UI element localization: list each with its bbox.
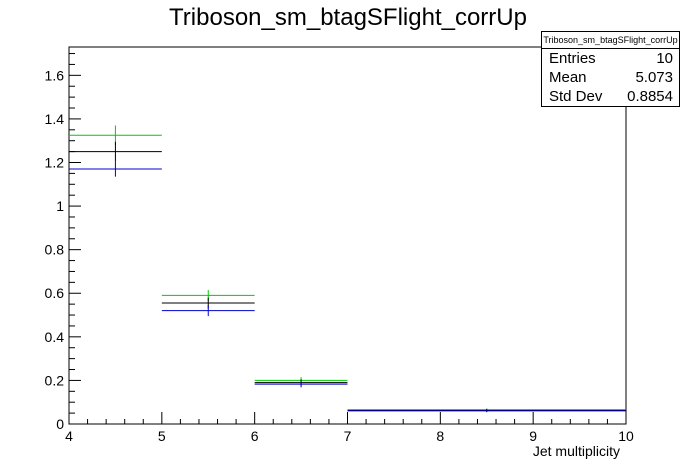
x-tick-label: 9 xyxy=(529,428,537,444)
x-tick-label: 6 xyxy=(251,428,259,444)
x-tick-label: 10 xyxy=(618,428,634,444)
stats-label: Entries xyxy=(549,50,596,67)
axes xyxy=(68,46,627,425)
y-tick-label: 0.8 xyxy=(45,242,65,258)
stats-box: Triboson_sm_btagSFlight_corrUp Entries 1… xyxy=(541,31,680,107)
stats-row-entries: Entries 10 xyxy=(542,49,679,68)
stats-row-mean: Mean 5.073 xyxy=(542,68,679,87)
stats-label: Mean xyxy=(549,69,587,86)
x-tick-label: 5 xyxy=(158,428,166,444)
stats-value: 0.8854 xyxy=(627,88,673,105)
y-tick-label: 0.6 xyxy=(45,285,65,301)
series-layer xyxy=(69,125,626,413)
x-axis-label: Jet multiplicity xyxy=(533,443,620,459)
tick-labels: 4 5 6 7 8 9 10 0 0.2 0.4 0.6 0.8 1 1.2 1.4 1.6 xyxy=(45,67,634,444)
y-tick-label: 0 xyxy=(56,416,64,432)
x-tick-label: 8 xyxy=(436,428,444,444)
y-tick-label: 1.4 xyxy=(45,111,65,127)
y-tick-label: 0.4 xyxy=(45,329,65,345)
stats-row-stddev: Std Dev 0.8854 xyxy=(542,87,679,106)
y-tick-label: 1.6 xyxy=(45,67,65,83)
stats-label: Std Dev xyxy=(549,88,603,105)
y-tick-label: 1 xyxy=(56,198,64,214)
x-tick-label: 7 xyxy=(344,428,352,444)
y-tick-label: 1.2 xyxy=(45,154,65,170)
x-tick-label: 4 xyxy=(65,428,73,444)
plot-title: Triboson_sm_btagSFlight_corrUp xyxy=(169,4,527,31)
stats-value: 5.073 xyxy=(635,69,673,86)
y-tick-label: 0.2 xyxy=(45,372,65,388)
stats-box-title: Triboson_sm_btagSFlight_corrUp xyxy=(542,32,679,49)
stats-value: 10 xyxy=(656,50,673,67)
